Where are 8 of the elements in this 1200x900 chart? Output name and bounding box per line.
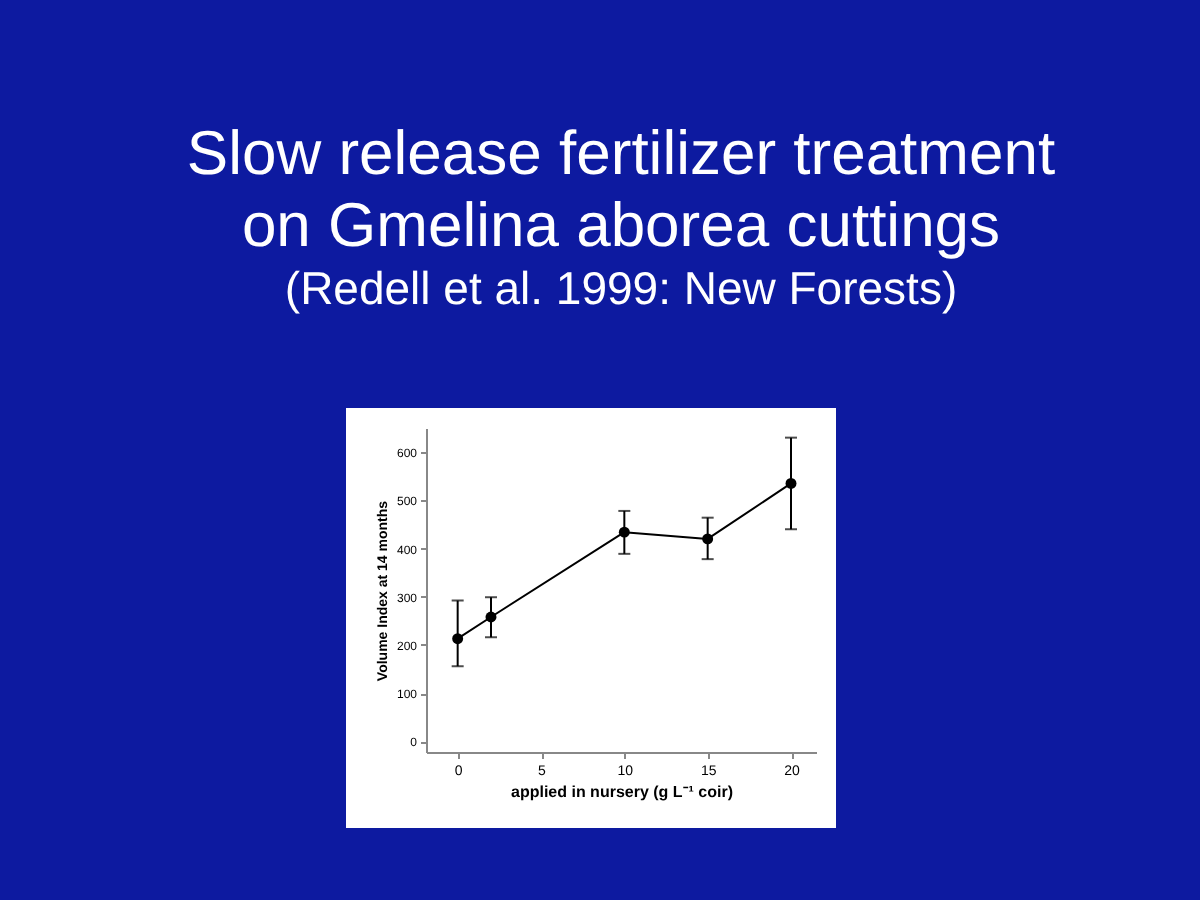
chart-subtitle: (Redell et al. 1999: New Forests) [284, 262, 958, 314]
x-axis-title: applied in nursery (g L⁻¹ coir) [510, 783, 734, 801]
point [618, 526, 630, 538]
point [702, 533, 714, 545]
chart-title: Slow release fertilizer treatment on Gmelina aborea cuttings [186, 118, 1056, 260]
point [785, 477, 797, 489]
point [485, 611, 497, 623]
point [452, 633, 464, 645]
